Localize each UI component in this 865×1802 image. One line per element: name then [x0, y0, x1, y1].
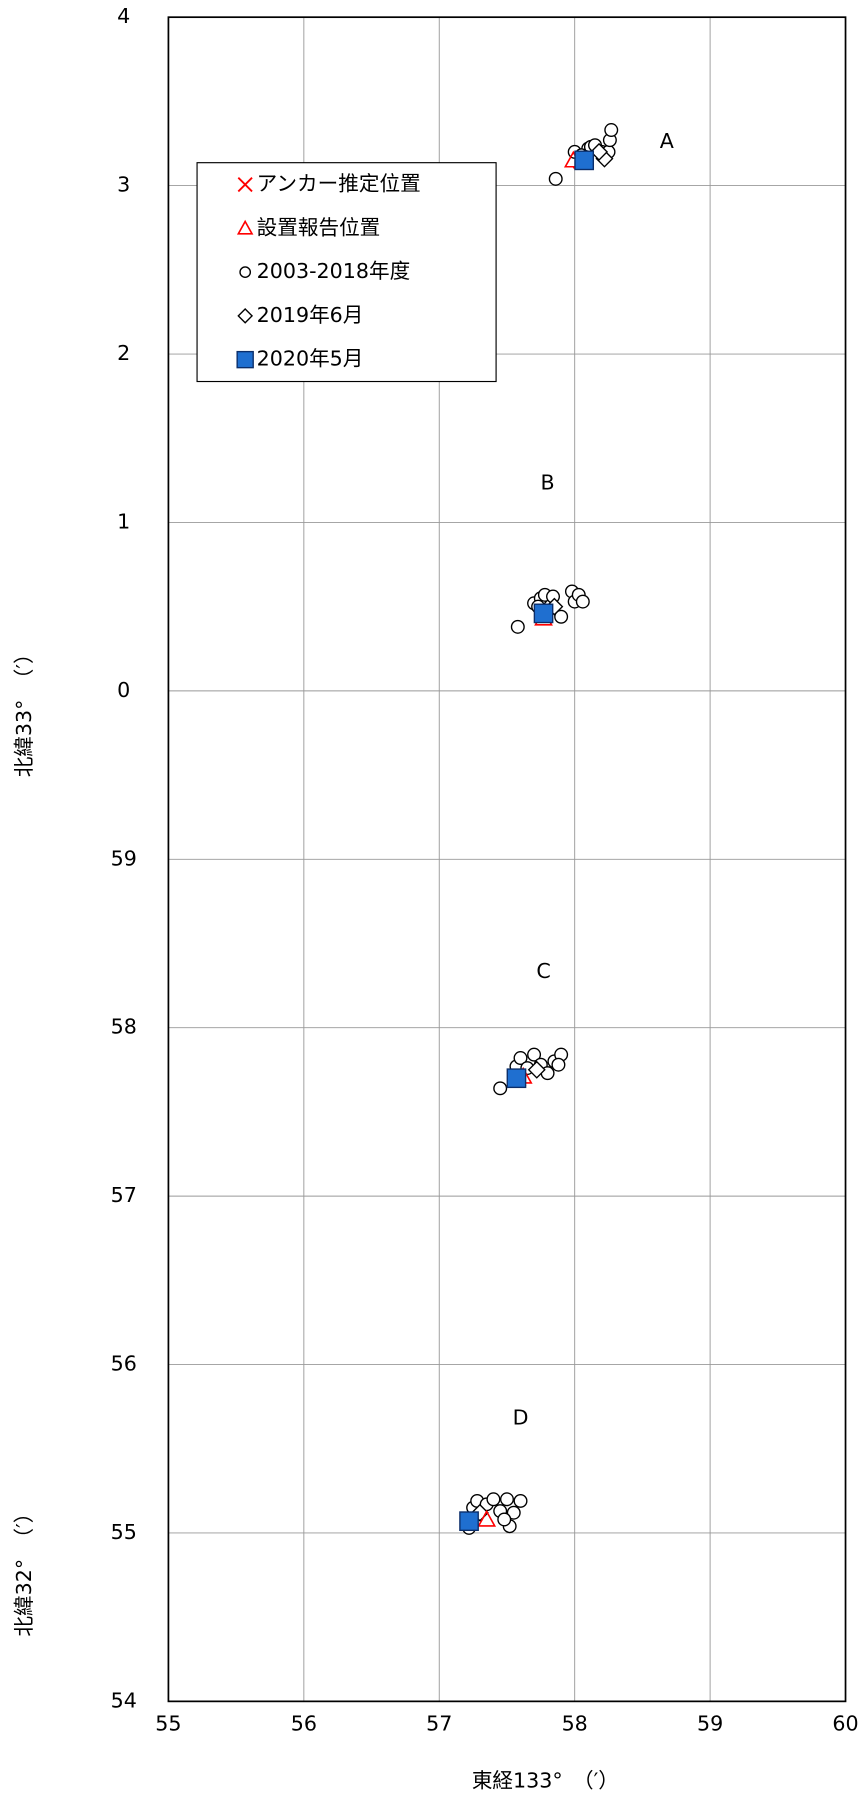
circle-marker: [554, 609, 569, 624]
y-tick-label: 58: [111, 1015, 137, 1039]
circle-marker: [499, 1492, 514, 1507]
y-axis-label: 北緯32° （′）: [12, 1503, 36, 1637]
y-tick-label: 59: [111, 846, 137, 870]
legend-marker: [236, 350, 254, 369]
legend-marker: [236, 219, 254, 235]
circle-marker: [527, 1047, 542, 1062]
annotation: C: [536, 959, 550, 983]
y-tick-label: 56: [111, 1352, 137, 1376]
circle-marker: [497, 1512, 512, 1527]
circle-marker: [575, 594, 590, 609]
square-marker: [574, 150, 595, 171]
legend-marker: [239, 266, 252, 278]
chart-body: 東経133° （′） 北緯33° （′） 北緯32° （′） 55 56 57 58 5…: [12, 4, 858, 1792]
legend-label: アンカー推定位置: [257, 172, 421, 196]
x-tick-label: 59: [697, 1711, 723, 1735]
circle-marker: [493, 1081, 508, 1096]
circle-marker: [513, 1051, 528, 1065]
diamond-marker: [590, 142, 609, 161]
x-axis-label: 東経133° （′）: [472, 1769, 619, 1793]
circle-marker: [506, 1505, 521, 1520]
legend-label: 2019年6月: [257, 303, 364, 327]
circle-marker: [548, 171, 563, 186]
x-tick-label: 55: [155, 1711, 181, 1735]
diamond-marker: [527, 1060, 546, 1079]
y-tick-label: 3: [117, 173, 130, 197]
y-axis-label: 北緯33° （′）: [12, 643, 36, 777]
legend-marker: [237, 308, 254, 324]
square-marker: [459, 1511, 479, 1532]
annotation: A: [660, 129, 674, 153]
legend-marker: [237, 177, 253, 193]
x-tick-label: 56: [291, 1711, 317, 1735]
y-tick-label: 54: [111, 1688, 137, 1712]
y-tick-label: 2: [117, 341, 130, 365]
x-tick-label: 60: [832, 1711, 858, 1735]
circle-marker: [513, 1493, 528, 1508]
y-tick-label: 57: [111, 1183, 137, 1207]
legend-label: 2020年5月: [257, 347, 364, 371]
y-tick-label: 1: [117, 509, 130, 533]
legend-label: 設置報告位置: [257, 215, 381, 239]
x-tick-label: 58: [562, 1711, 588, 1735]
square-marker: [533, 603, 554, 624]
annotation: D: [513, 1405, 529, 1429]
legend-label: 2003-2018年度: [257, 259, 411, 283]
y-tick-label: 4: [117, 4, 130, 28]
circle-marker: [604, 123, 619, 138]
plot-frame: [167, 16, 847, 1703]
square-marker: [506, 1068, 527, 1089]
circle-marker: [510, 619, 525, 634]
annotation: B: [541, 471, 555, 495]
x-tick-label: 57: [426, 1711, 452, 1735]
y-tick-label: 0: [117, 678, 130, 702]
circle-marker: [551, 1057, 566, 1072]
circle-marker: [486, 1492, 501, 1507]
triangle-marker: [477, 1509, 497, 1527]
y-tick-label: 55: [111, 1520, 137, 1544]
